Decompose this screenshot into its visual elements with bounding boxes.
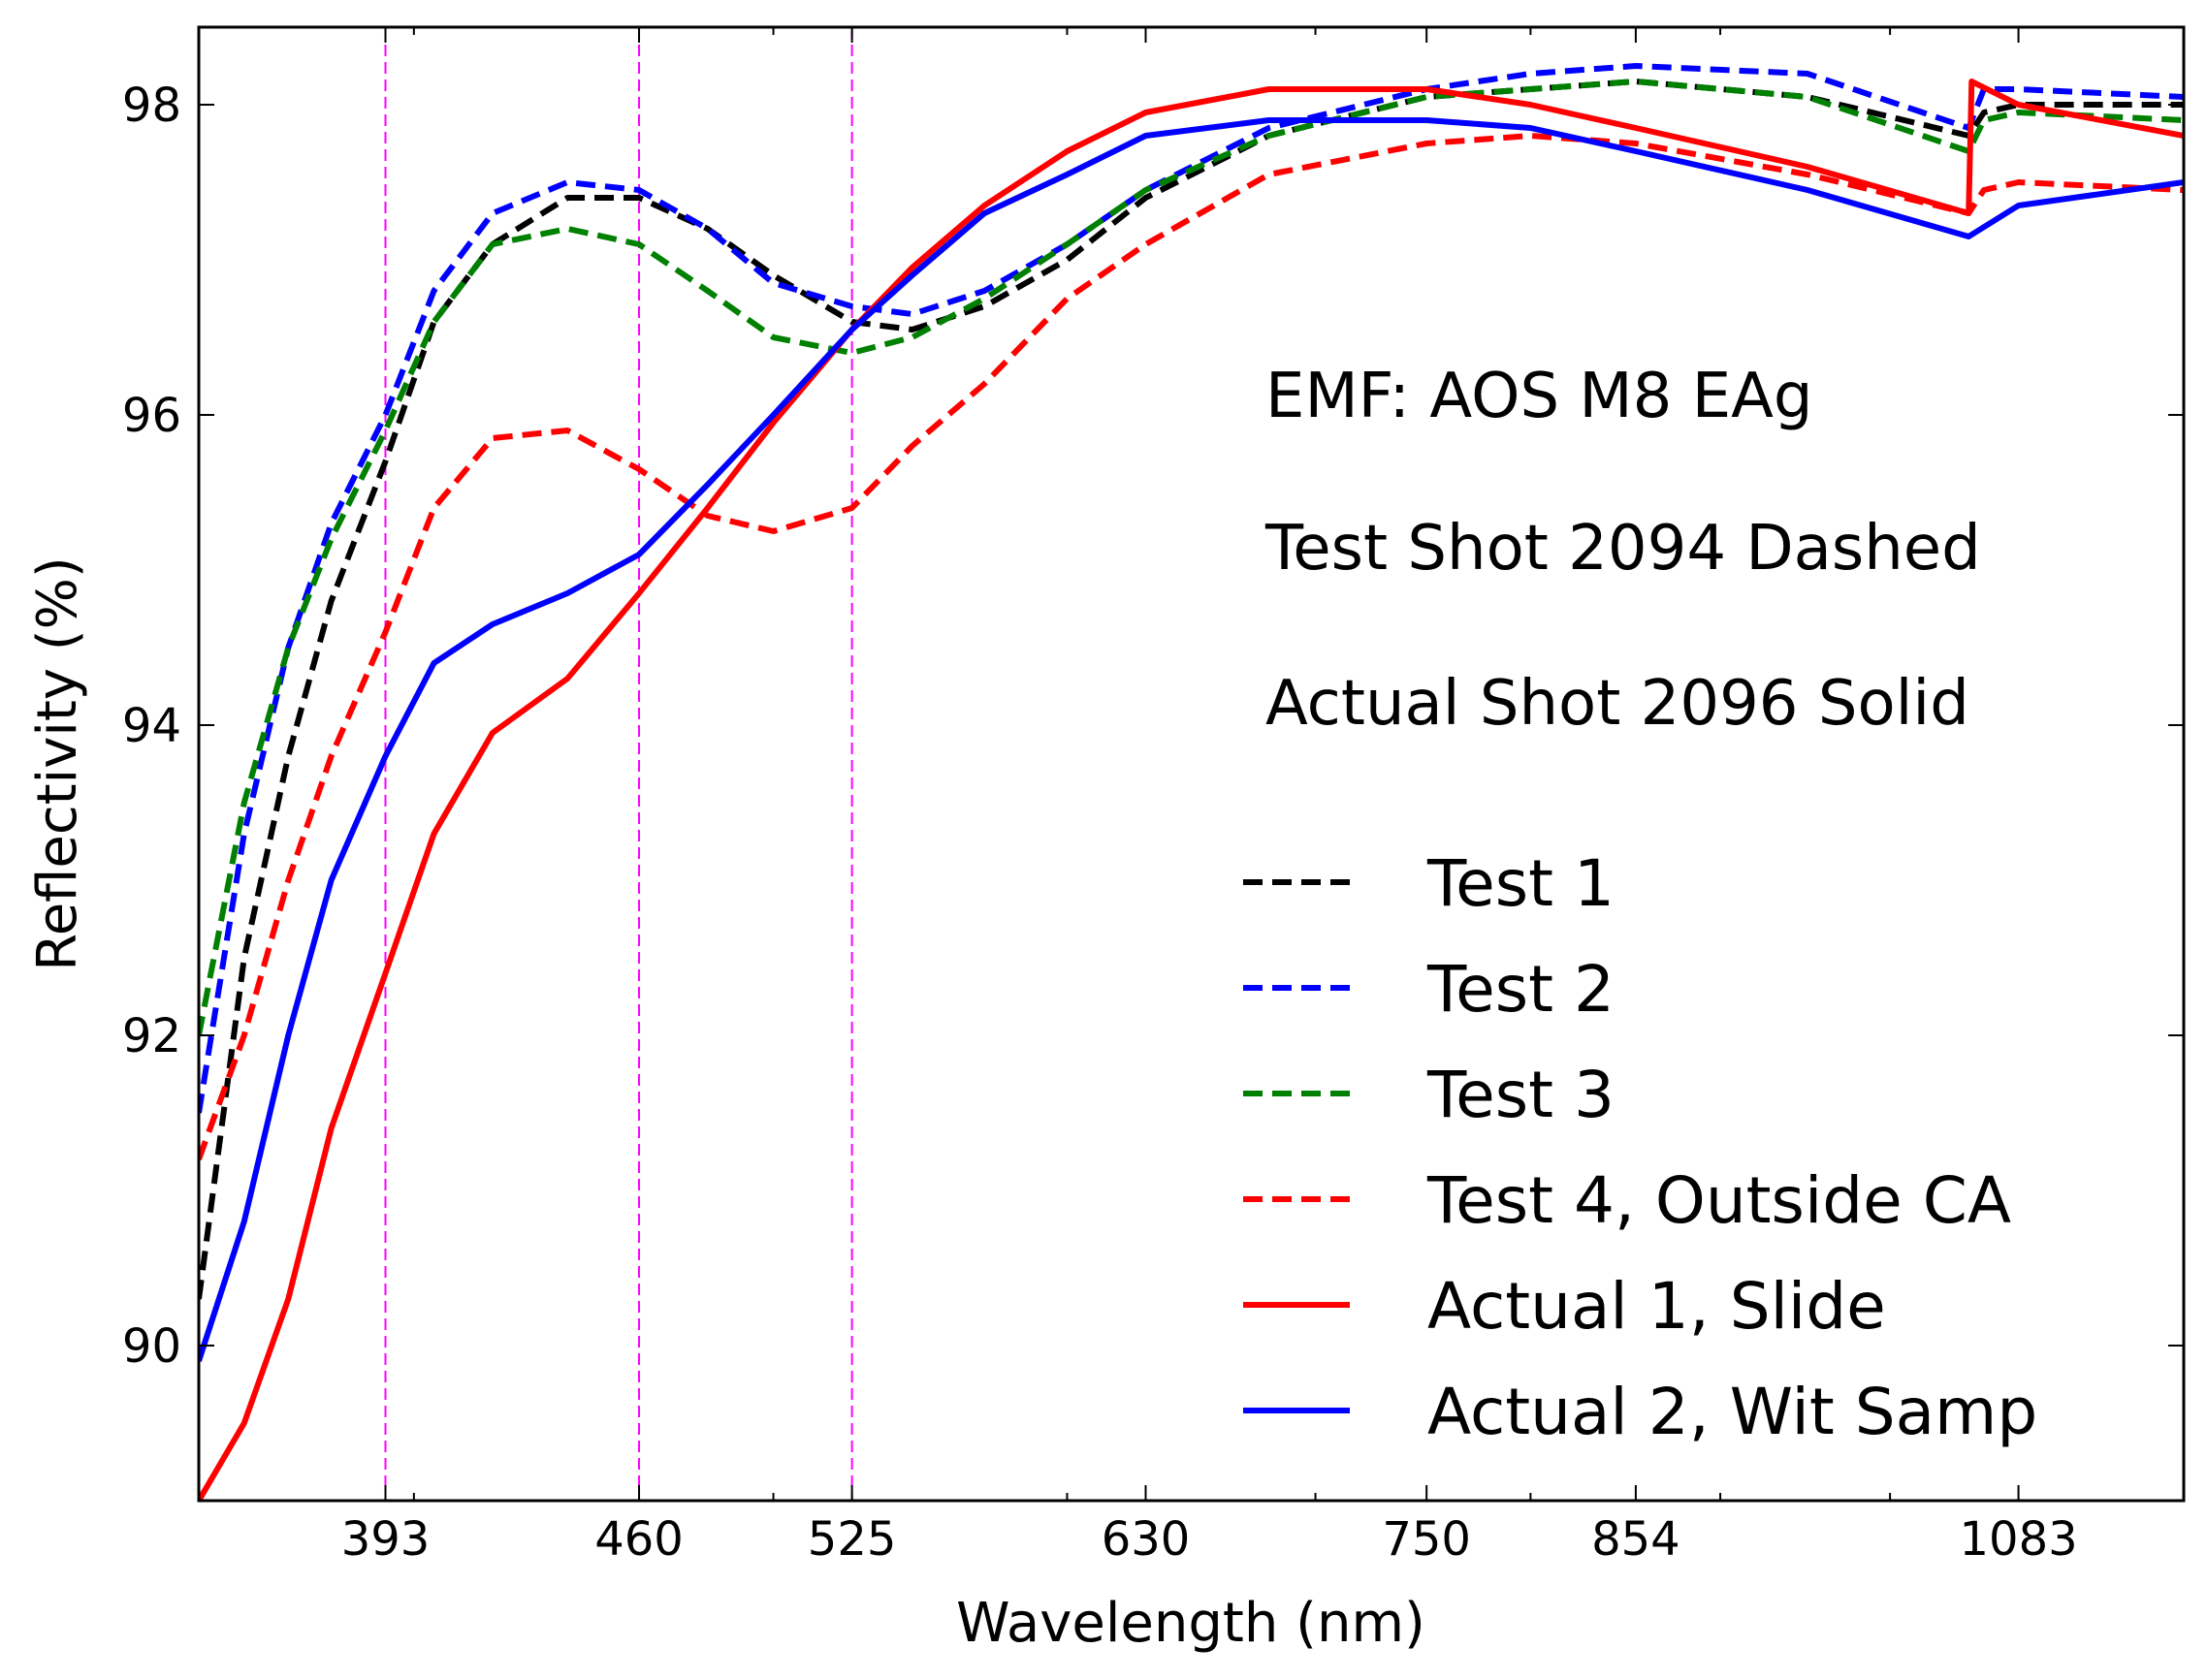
annotation-test-shot: Test Shot 2094 Dashed (1264, 513, 1981, 585)
x-tick-label-460: 460 (594, 1512, 684, 1567)
series-line-actual-1-slide (199, 79, 2184, 1501)
legend-label-test-2: Test 2 (1426, 952, 1615, 1027)
series-line-actual-2-wit-samp (199, 117, 2184, 1362)
legend-label-test-4-outside-ca: Test 4, Outside CA (1426, 1163, 2011, 1238)
legend: Test 1 Test 2 Test 3 Test 4, Outside CA Actu… (1243, 846, 2037, 1449)
series-line-test-2 (199, 63, 2184, 1114)
x-axis-label: Wavelength (nm) (956, 1592, 1425, 1655)
legend-label-test-1: Test 1 (1426, 846, 1615, 921)
y-tick-label-96: 96 (122, 389, 181, 443)
y-tick-label-98: 98 (122, 79, 181, 133)
series-line-test-4-outside-ca (199, 133, 2184, 1161)
x-tick-label-525: 525 (808, 1512, 897, 1567)
series-line-test-1 (199, 79, 2184, 1300)
y-tick-label-94: 94 (122, 699, 181, 753)
x-tick-label-1083: 1083 (1959, 1512, 2077, 1567)
plot-frame (197, 25, 2186, 1503)
x-tick-label-393: 393 (341, 1512, 431, 1567)
x-tick-label-750: 750 (1382, 1512, 1471, 1567)
y-tick-label-92: 92 (122, 1009, 181, 1063)
annotation-emf: EMF: AOS M8 EAg (1265, 361, 1813, 432)
legend-label-actual-2-wit-samp: Actual 2, Wit Samp (1427, 1375, 2037, 1449)
annotations: EMF: AOS M8 EAg Test Shot 2094 Dashed Ac… (1264, 361, 1981, 740)
x-tick-label-630: 630 (1102, 1512, 1191, 1567)
axis-ticks: 393 460 525 630 750 854 1083 90 92 94 96 98 (122, 27, 2184, 1567)
y-tick-label-90: 90 (122, 1319, 181, 1374)
legend-label-test-3: Test 3 (1426, 1058, 1615, 1132)
legend-label-actual-1-slide: Actual 1, Slide (1427, 1269, 1886, 1344)
series-group (199, 27, 2184, 1501)
x-tick-label-854: 854 (1591, 1512, 1680, 1567)
annotation-actual-shot: Actual Shot 2096 Solid (1265, 668, 1969, 740)
plot-area (199, 27, 2184, 1501)
y-axis-label: Reflectivity (%) (26, 556, 89, 970)
